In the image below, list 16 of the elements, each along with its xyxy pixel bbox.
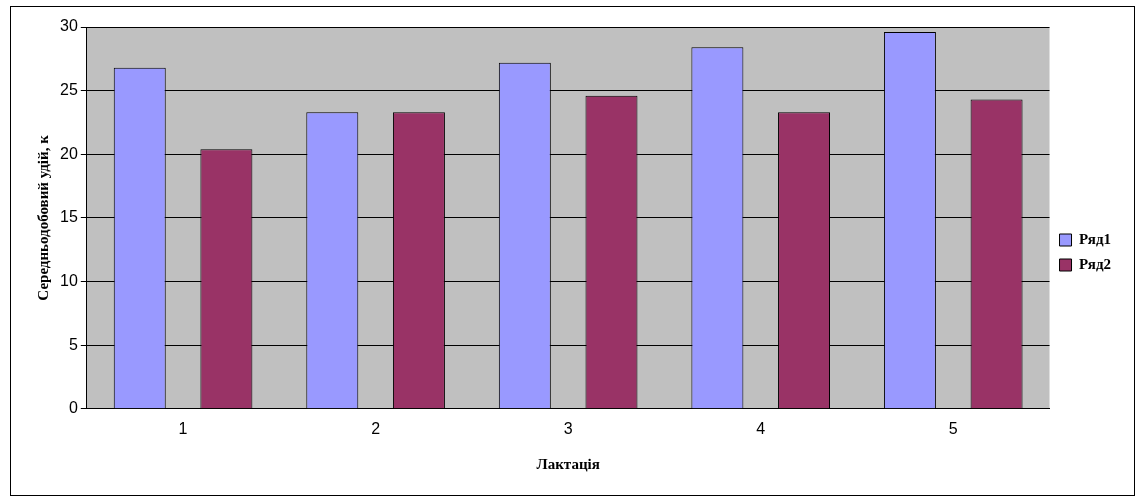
x-tick-label: 1	[178, 419, 188, 437]
y-axis-title: Середньодобовий удій, к	[34, 134, 51, 301]
x-tick-label: 5	[948, 419, 958, 437]
legend-label: Ряд2	[1079, 255, 1112, 272]
y-tick-label: 30	[60, 17, 78, 35]
y-tick-label: 15	[60, 208, 78, 226]
x-tick-label: 3	[563, 419, 573, 437]
y-tick-label: 10	[60, 271, 78, 289]
y-tick-label: 20	[60, 144, 78, 162]
legend-label: Ряд1	[1079, 230, 1112, 247]
x-tick-label: 2	[371, 419, 381, 437]
x-axis-title: Лактація	[536, 455, 600, 472]
y-tick-label: 0	[68, 399, 78, 417]
y-tick-label: 25	[60, 81, 78, 99]
y-tick-label: 5	[68, 335, 78, 353]
x-tick-label: 4	[756, 419, 766, 437]
